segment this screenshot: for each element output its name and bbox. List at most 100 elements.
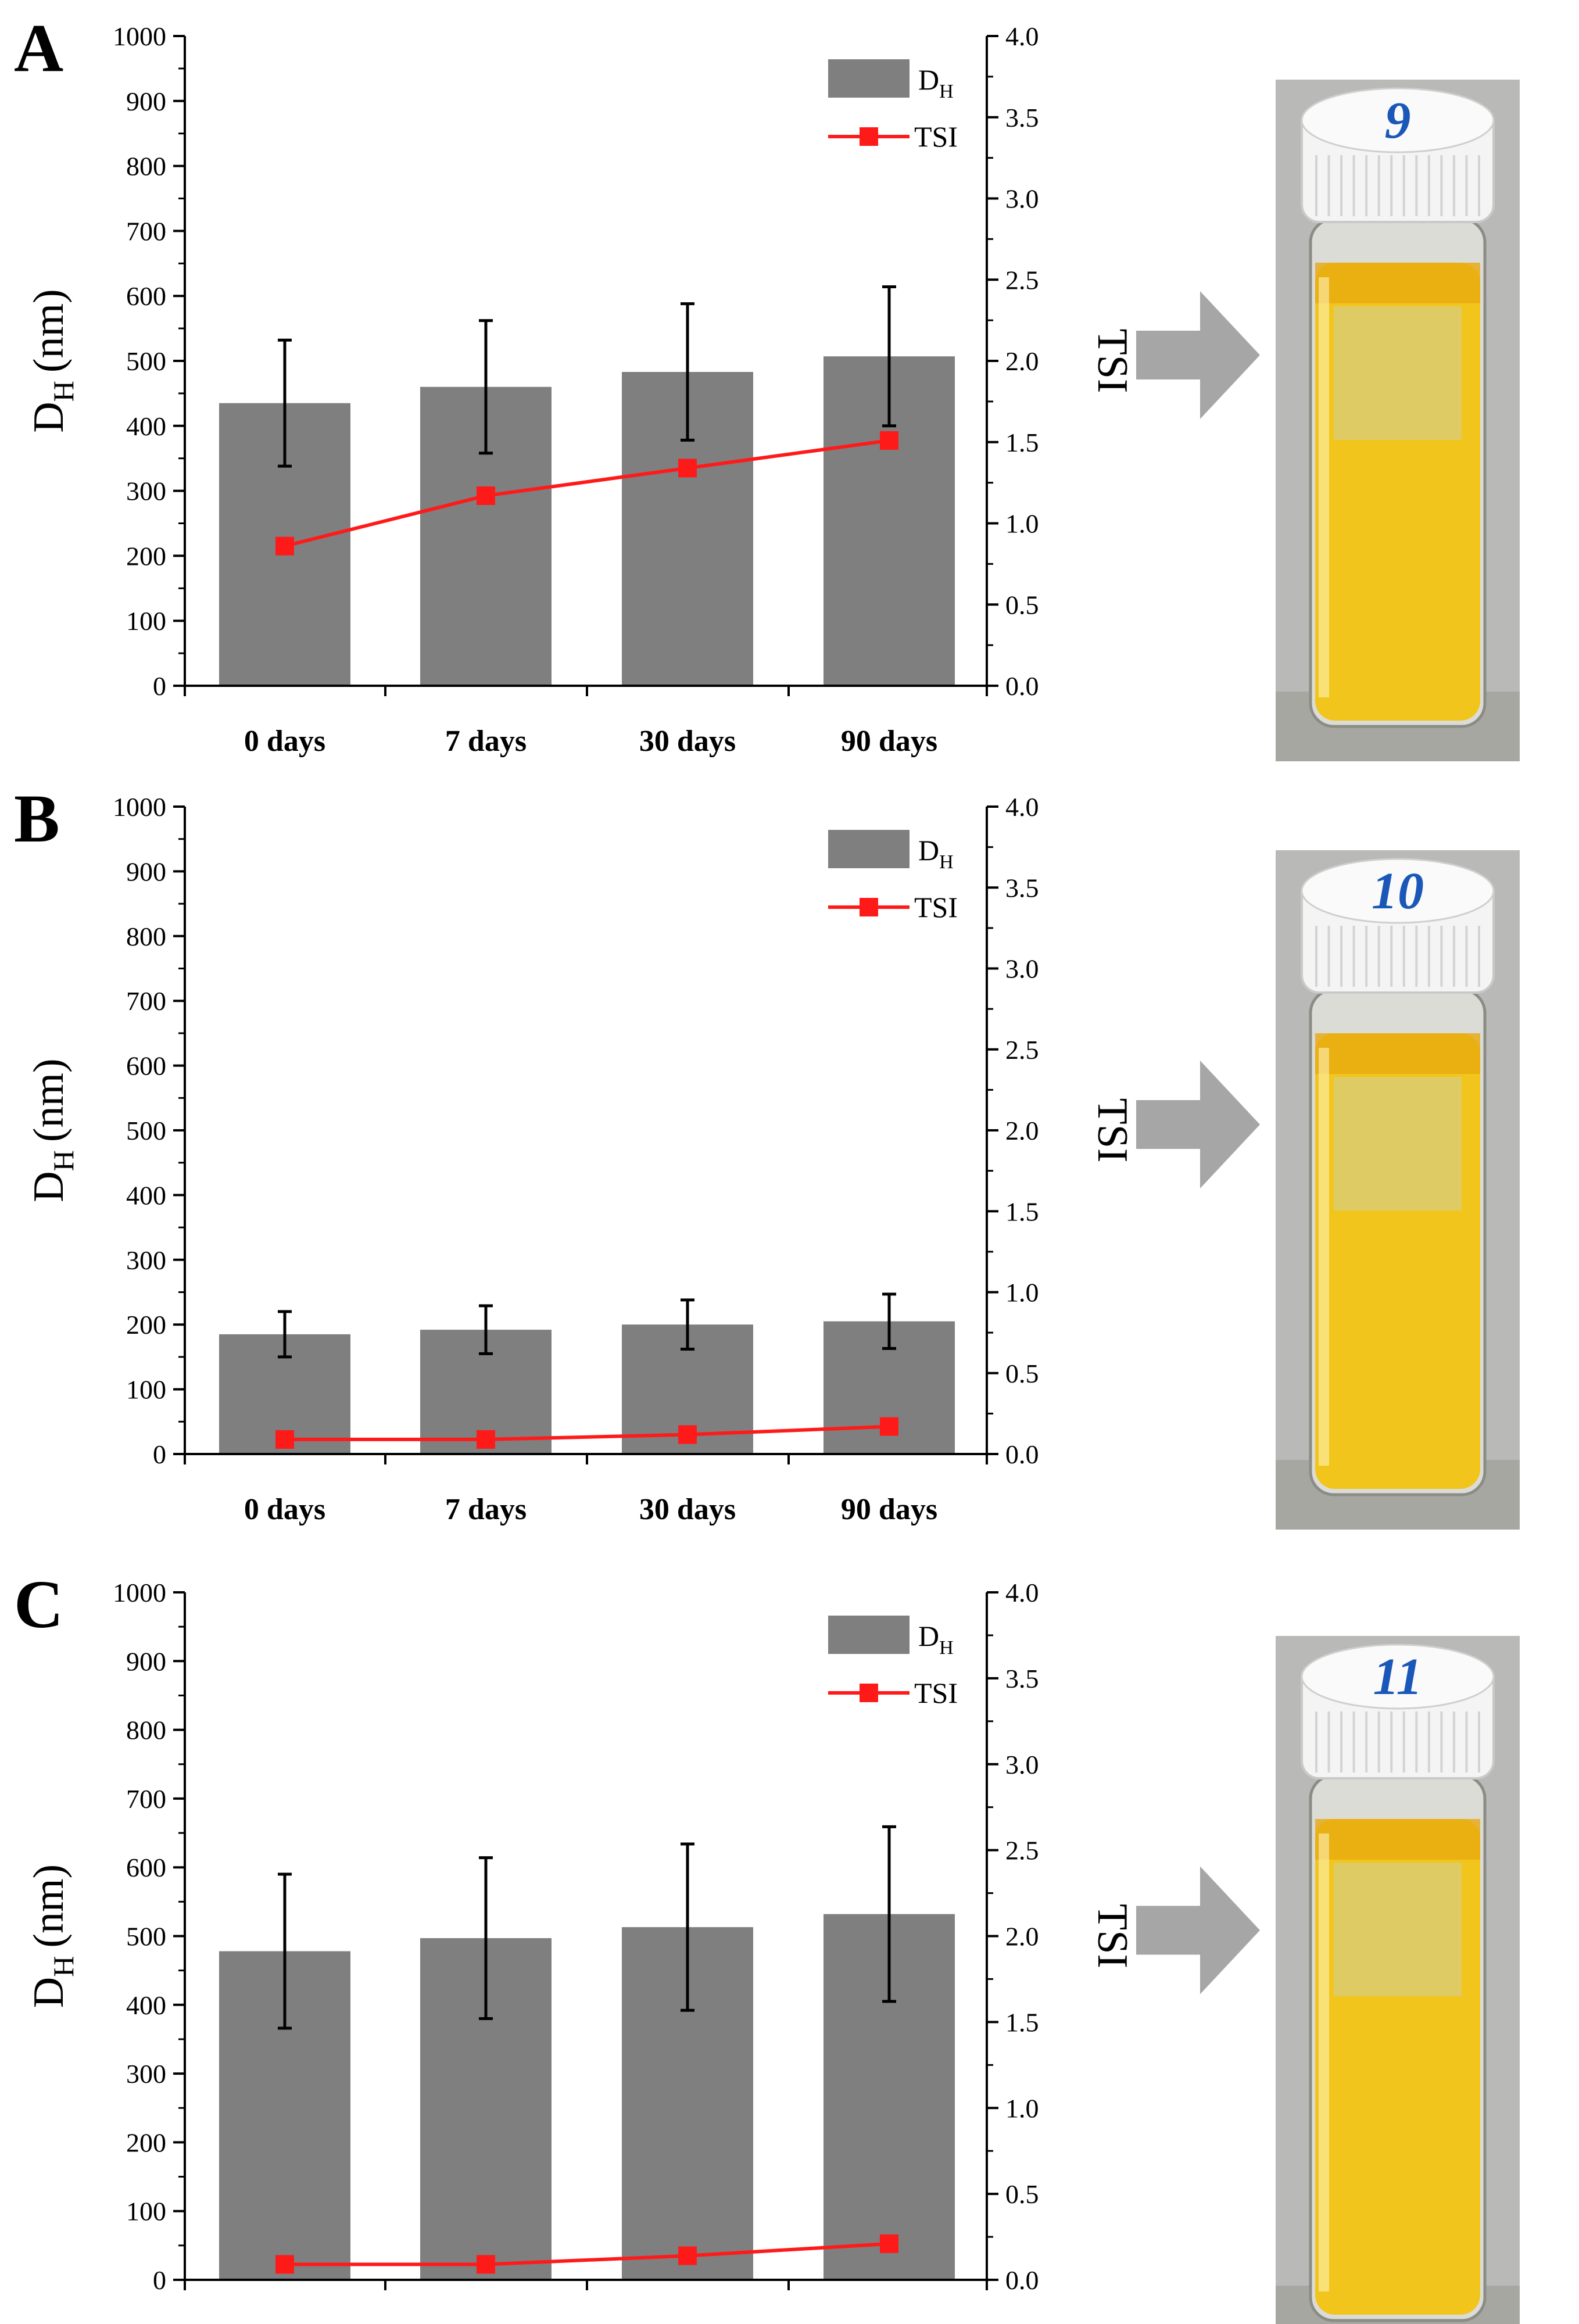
y2-tick-label: 1.5 xyxy=(1005,1197,1039,1226)
y-tick-label: 200 xyxy=(126,1310,166,1340)
legend-bar-label-main: D xyxy=(918,1620,939,1652)
y2-tick-label: 4.0 xyxy=(1005,22,1039,51)
x-category-label: 90 days xyxy=(841,2319,937,2324)
y-tick-label: 700 xyxy=(126,216,166,246)
y2-tick-label: 0.0 xyxy=(1005,1439,1039,1469)
y2-tick-label: 0.0 xyxy=(1005,2265,1039,2295)
arrow-icon xyxy=(1136,1061,1260,1188)
y-axis-title-sub: H xyxy=(47,381,80,402)
chart-panel-a: A 0 100 200 300 400 500 600 700 800 900 1000 0.0 0.5 1… xyxy=(14,10,1520,761)
y-tick-label: 300 xyxy=(126,1245,166,1275)
y-tick-label: 300 xyxy=(126,477,166,506)
y-axis-title-main: D xyxy=(25,1171,73,1202)
y-axis-title: DH (nm) xyxy=(25,1864,80,2008)
y2-tick-label: 3.5 xyxy=(1005,873,1039,903)
x-category-label: 30 days xyxy=(639,2319,736,2324)
y2-tick-label: 1.0 xyxy=(1005,2093,1039,2123)
y-tick-label: 0 xyxy=(153,1439,166,1469)
y-axis-title-unit: (nm) xyxy=(25,1864,73,1948)
legend-bar-label: DH xyxy=(918,63,954,102)
y2-tick-label: 1.0 xyxy=(1005,509,1039,539)
y-tick-label: 500 xyxy=(126,1922,166,1951)
y2-tick-label: 4.0 xyxy=(1005,792,1039,822)
y-tick-label: 700 xyxy=(126,986,166,1016)
y2-tick-label: 0.0 xyxy=(1005,671,1039,701)
tsi-marker xyxy=(880,2234,898,2253)
vial-highlight xyxy=(1319,277,1329,697)
y-tick-label: 300 xyxy=(126,2059,166,2089)
tsi-line xyxy=(285,2241,890,2266)
y-tick-label: 1000 xyxy=(113,792,166,822)
vial-label-reflection xyxy=(1334,306,1462,440)
arrow-icon xyxy=(1136,291,1260,419)
y-tick-label: 400 xyxy=(126,411,166,441)
vial-liquid-surface xyxy=(1315,1819,1480,1860)
y-tick-label: 700 xyxy=(126,1784,166,1814)
panel-letter: B xyxy=(14,780,60,857)
vial-cap-marking: 9 xyxy=(1385,92,1411,149)
vial-photo: 10 xyxy=(1276,850,1520,1530)
vial-photo: 9 xyxy=(1276,80,1520,761)
legend-bar-label: DH xyxy=(918,1620,954,1659)
y-axis-title: DH (nm) xyxy=(25,1058,80,1202)
legend-bar-swatch xyxy=(828,1616,910,1654)
y2-tick-label: 3.0 xyxy=(1005,954,1039,984)
tsi-marker xyxy=(678,2246,697,2265)
legend-tsi-marker xyxy=(860,127,878,146)
tsi-marker xyxy=(477,486,495,505)
x-category-label: 30 days xyxy=(639,1493,736,1526)
y-tick-label: 200 xyxy=(126,541,166,571)
y2-tick-label: 1.5 xyxy=(1005,2007,1039,2037)
y-tick-label: 0 xyxy=(153,671,166,701)
y2-tick-label: 2.0 xyxy=(1005,346,1039,376)
y-axis-title-main: D xyxy=(25,1977,73,2008)
legend-bar-label-sub: H xyxy=(939,851,954,873)
y-tick-label: 900 xyxy=(126,1646,166,1676)
y2-tick-label: 2.0 xyxy=(1005,1922,1039,1951)
tsi-marker xyxy=(275,1430,294,1449)
chart-panel-c: C 0 100 200 300 400 500 600 700 800 900 1000 0.0 0.5 1… xyxy=(14,1566,1520,2324)
tsi-marker xyxy=(477,1430,495,1449)
y-tick-label: 500 xyxy=(126,346,166,376)
y-tick-label: 1000 xyxy=(113,22,166,51)
tsi-marker xyxy=(678,459,697,478)
y2-tick-label: 2.0 xyxy=(1005,1116,1039,1145)
y-tick-label: 100 xyxy=(126,2197,166,2226)
y2-tick-label: 3.5 xyxy=(1005,1664,1039,1693)
cap-top xyxy=(1301,858,1495,924)
y-tick-label: 100 xyxy=(126,606,166,636)
y-tick-label: 600 xyxy=(126,1051,166,1081)
y-axis-title-main: D xyxy=(25,402,73,432)
panel-letter: C xyxy=(14,1566,63,1642)
legend-bar-swatch xyxy=(828,830,910,868)
y-tick-label: 100 xyxy=(126,1375,166,1405)
y-tick-label: 400 xyxy=(126,1180,166,1210)
y2-tick-label: 2.5 xyxy=(1005,265,1039,295)
y2-tick-label: 1.5 xyxy=(1005,428,1039,457)
legend-bar-label-sub: H xyxy=(939,1637,954,1659)
y-axis-title-unit: (nm) xyxy=(25,289,73,373)
tsi-marker xyxy=(477,2255,495,2274)
y2-axis-title: TSI xyxy=(1089,1904,1136,1968)
tsi-marker xyxy=(275,536,294,556)
vial-highlight xyxy=(1319,1834,1329,2291)
cap-top xyxy=(1301,1643,1495,1710)
y2-tick-label: 0.5 xyxy=(1005,590,1039,620)
y-tick-label: 1000 xyxy=(113,1578,166,1607)
y-tick-label: 800 xyxy=(126,1716,166,1745)
panel-letter: A xyxy=(14,10,63,86)
legend-bar-swatch xyxy=(828,59,910,98)
tsi-marker xyxy=(275,2255,294,2274)
vial-liquid-surface xyxy=(1315,1033,1480,1074)
y2-tick-label: 0.5 xyxy=(1005,2179,1039,2209)
y-axis-title-unit: (nm) xyxy=(25,1058,73,1142)
y2-tick-label: 3.5 xyxy=(1005,103,1039,133)
y2-axis-title: TSI xyxy=(1089,1098,1136,1163)
y-tick-label: 900 xyxy=(126,857,166,886)
legend-bar-label-main: D xyxy=(918,63,939,96)
y-tick-label: 800 xyxy=(126,922,166,951)
tsi-marker xyxy=(880,431,898,450)
x-category-label: 0 days xyxy=(244,2319,325,2324)
tsi-marker xyxy=(880,1417,898,1436)
chart-panel-b: B 0 100 200 300 400 500 600 700 800 900 1000 0.0 0.5 1… xyxy=(14,780,1520,1530)
